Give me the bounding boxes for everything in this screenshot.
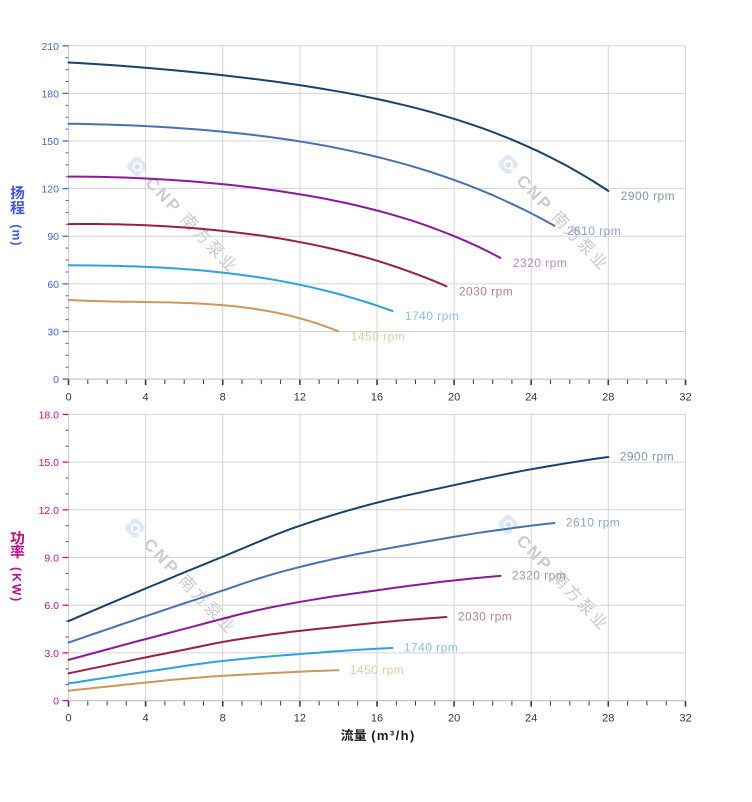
svg-text:180: 180 <box>41 88 59 100</box>
svg-text:1450 rpm: 1450 rpm <box>350 663 404 677</box>
svg-text:(KW): (KW) <box>10 567 24 603</box>
svg-text:2030 rpm: 2030 rpm <box>459 285 513 299</box>
svg-text:60: 60 <box>47 279 59 291</box>
svg-text:15.0: 15.0 <box>39 457 60 469</box>
svg-text:1450 rpm: 1450 rpm <box>351 330 405 344</box>
svg-text:2610 rpm: 2610 rpm <box>566 516 620 530</box>
svg-text:2610 rpm: 2610 rpm <box>567 224 621 238</box>
svg-text:28: 28 <box>602 392 614 404</box>
svg-text:8: 8 <box>220 713 226 725</box>
svg-text:120: 120 <box>41 184 59 196</box>
svg-text:0: 0 <box>53 696 59 708</box>
svg-text:1740 rpm: 1740 rpm <box>404 641 458 655</box>
svg-text:20: 20 <box>448 392 460 404</box>
svg-text:12: 12 <box>294 392 306 404</box>
svg-text:32: 32 <box>679 713 691 725</box>
svg-text:16: 16 <box>371 392 383 404</box>
svg-text:0: 0 <box>53 374 59 386</box>
svg-text:210: 210 <box>41 41 59 53</box>
svg-text:2320 rpm: 2320 rpm <box>512 569 566 583</box>
svg-text:90: 90 <box>47 231 59 243</box>
svg-text:3.0: 3.0 <box>44 648 59 660</box>
svg-text:2030 rpm: 2030 rpm <box>458 610 512 624</box>
svg-text:30: 30 <box>47 327 59 339</box>
svg-text:24: 24 <box>525 392 537 404</box>
svg-text:4: 4 <box>143 713 149 725</box>
svg-text:2900 rpm: 2900 rpm <box>620 450 674 464</box>
svg-text:16: 16 <box>371 713 383 725</box>
svg-text:24: 24 <box>525 713 537 725</box>
svg-text:28: 28 <box>602 713 614 725</box>
svg-text:18.0: 18.0 <box>39 409 60 421</box>
svg-text:2900 rpm: 2900 rpm <box>621 189 675 203</box>
svg-text:1740 rpm: 1740 rpm <box>405 309 459 323</box>
svg-text:9.0: 9.0 <box>44 553 59 565</box>
svg-text:20: 20 <box>448 713 460 725</box>
svg-text:0: 0 <box>65 713 71 725</box>
svg-text:12.0: 12.0 <box>39 505 60 517</box>
svg-text:32: 32 <box>679 392 691 404</box>
svg-text:(m): (m) <box>10 224 24 246</box>
svg-text:2320 rpm: 2320 rpm <box>513 256 567 270</box>
svg-text:8: 8 <box>220 392 226 404</box>
svg-text:4: 4 <box>143 392 149 404</box>
svg-text:12: 12 <box>294 713 306 725</box>
svg-text:150: 150 <box>41 136 59 148</box>
svg-text:0: 0 <box>65 392 71 404</box>
svg-text:6.0: 6.0 <box>44 600 59 612</box>
svg-text:(m³/h): (m³/h) <box>371 728 416 743</box>
